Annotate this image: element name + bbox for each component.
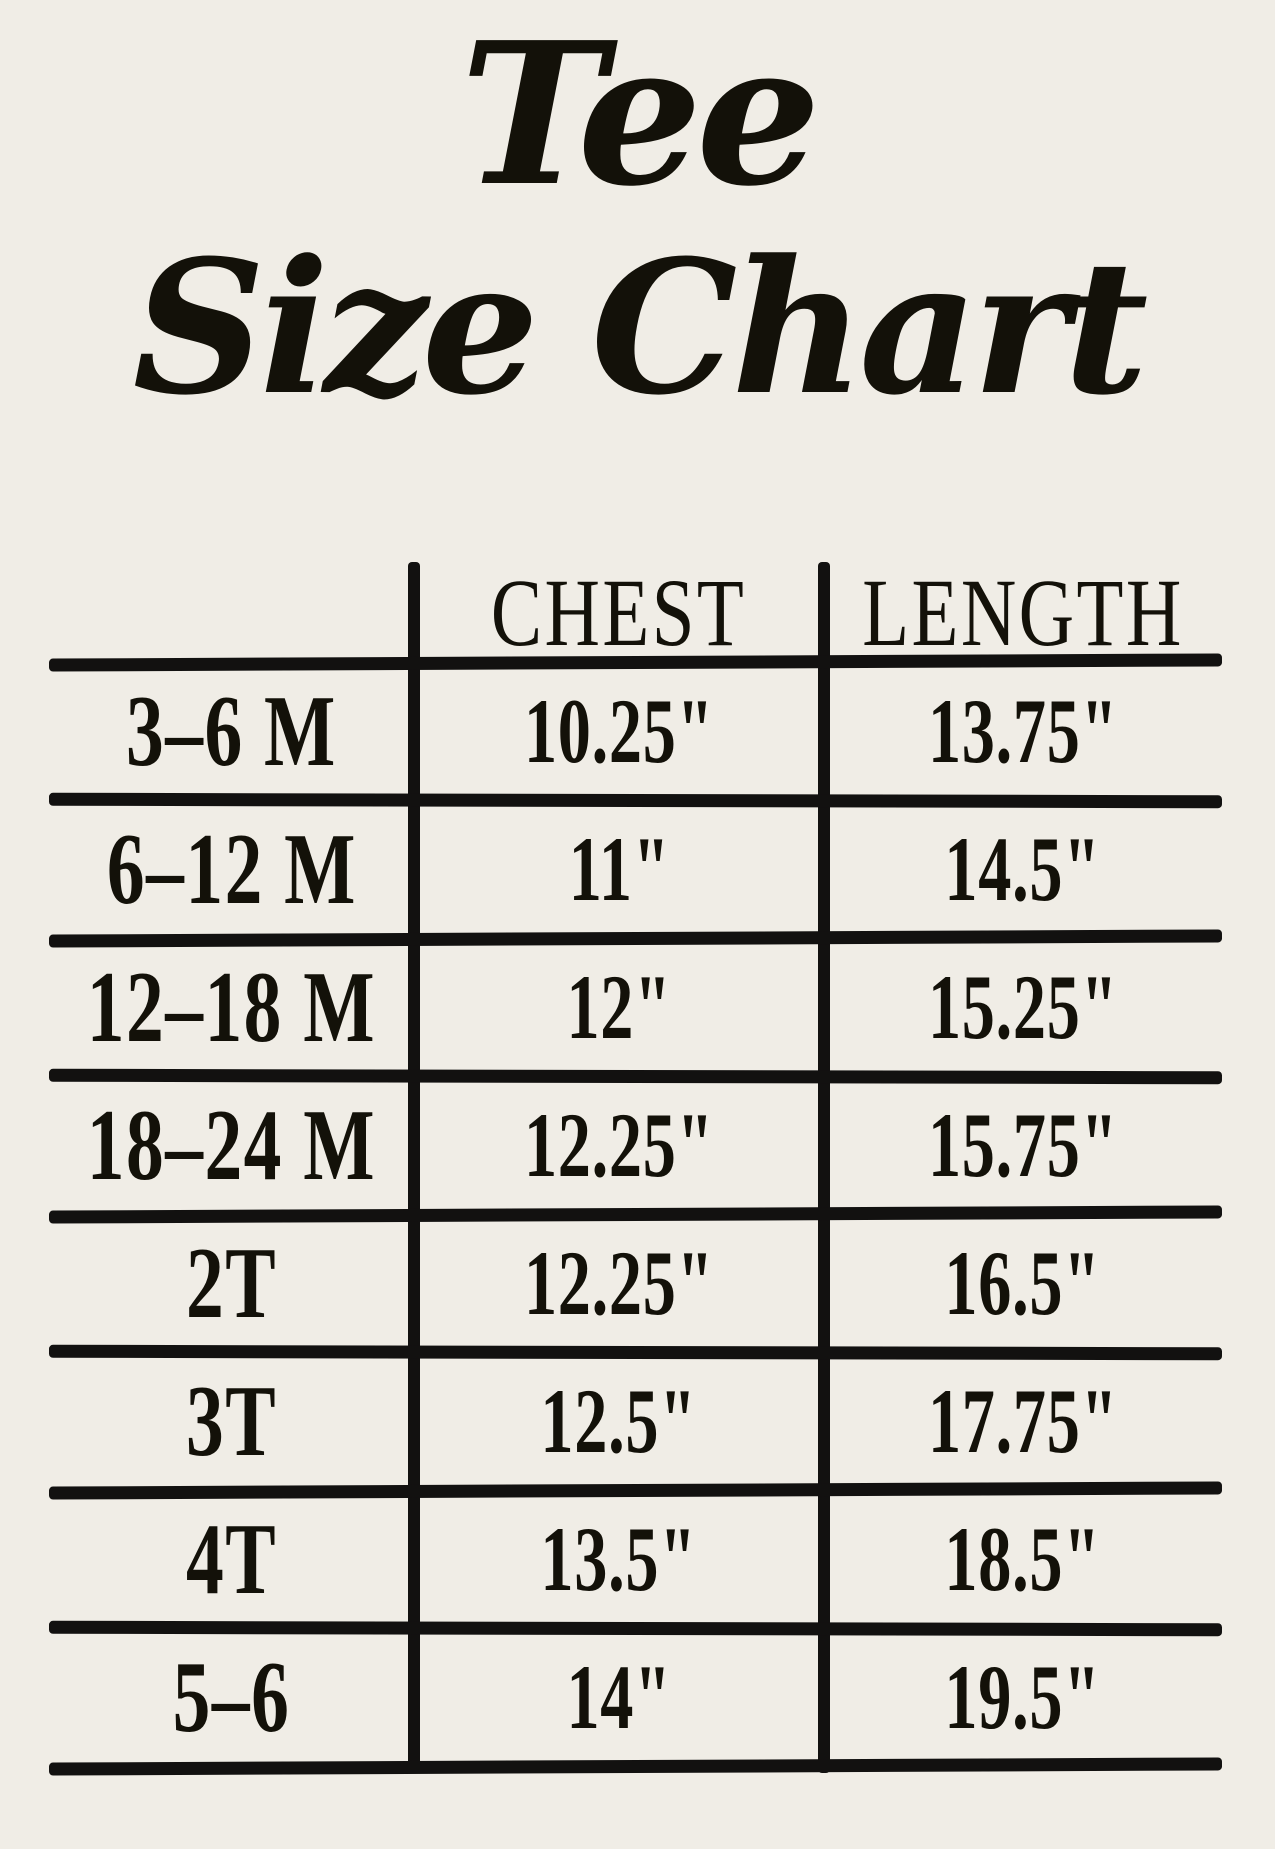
- table-line-horizontal: [48, 1620, 1223, 1637]
- length-cell: 15.25": [927, 956, 1119, 1058]
- chest-cell: 12.25": [523, 1232, 715, 1334]
- size-cell: 2T: [185, 1226, 278, 1340]
- chest-cell: 10.25": [523, 680, 715, 782]
- size-table-grid: CHEST LENGTH 3–6 M 10.25" 13.75" 6–12 M …: [49, 558, 1222, 1773]
- header-chest-cell: CHEST: [491, 558, 747, 666]
- table-line-vertical: [408, 562, 420, 1773]
- chart-title-line1: Tee: [460, 0, 821, 230]
- size-cell: 3–6 M: [126, 674, 337, 788]
- chart-title-line2: Size Chart: [132, 220, 1149, 437]
- size-cell: 18–24 M: [86, 1088, 377, 1202]
- length-cell: 14.5": [944, 818, 1102, 920]
- length-cell: 15.75": [927, 1094, 1119, 1196]
- length-cell: 13.75": [927, 680, 1119, 782]
- table-line-horizontal: [48, 792, 1223, 809]
- chest-cell: 14": [566, 1646, 672, 1748]
- size-cell: 6–12 M: [106, 812, 357, 926]
- size-cell: 4T: [185, 1502, 278, 1616]
- chest-cell: 13.5": [540, 1508, 698, 1610]
- length-cell: 16.5": [944, 1232, 1102, 1334]
- length-cell: 17.75": [927, 1370, 1119, 1472]
- table-line-horizontal: [48, 1344, 1223, 1361]
- table-line-horizontal: [48, 1068, 1223, 1085]
- chest-cell: 12": [566, 956, 672, 1058]
- length-cell: 19.5": [944, 1646, 1102, 1748]
- chart-title: Tee Size Chart: [0, 0, 1275, 437]
- chest-cell: 11": [568, 818, 670, 920]
- length-cell: 18.5": [944, 1508, 1102, 1610]
- header-length-cell: LENGTH: [862, 558, 1184, 666]
- chest-cell: 12.5": [540, 1370, 698, 1472]
- size-cell: 3T: [185, 1364, 278, 1478]
- table-line-vertical: [818, 562, 830, 1773]
- header-size-cell: [49, 562, 414, 662]
- size-cell: 5–6: [172, 1640, 291, 1754]
- size-table: CHEST LENGTH 3–6 M 10.25" 13.75" 6–12 M …: [48, 558, 1223, 1776]
- chest-cell: 12.25": [523, 1094, 715, 1196]
- size-cell: 12–18 M: [86, 950, 377, 1064]
